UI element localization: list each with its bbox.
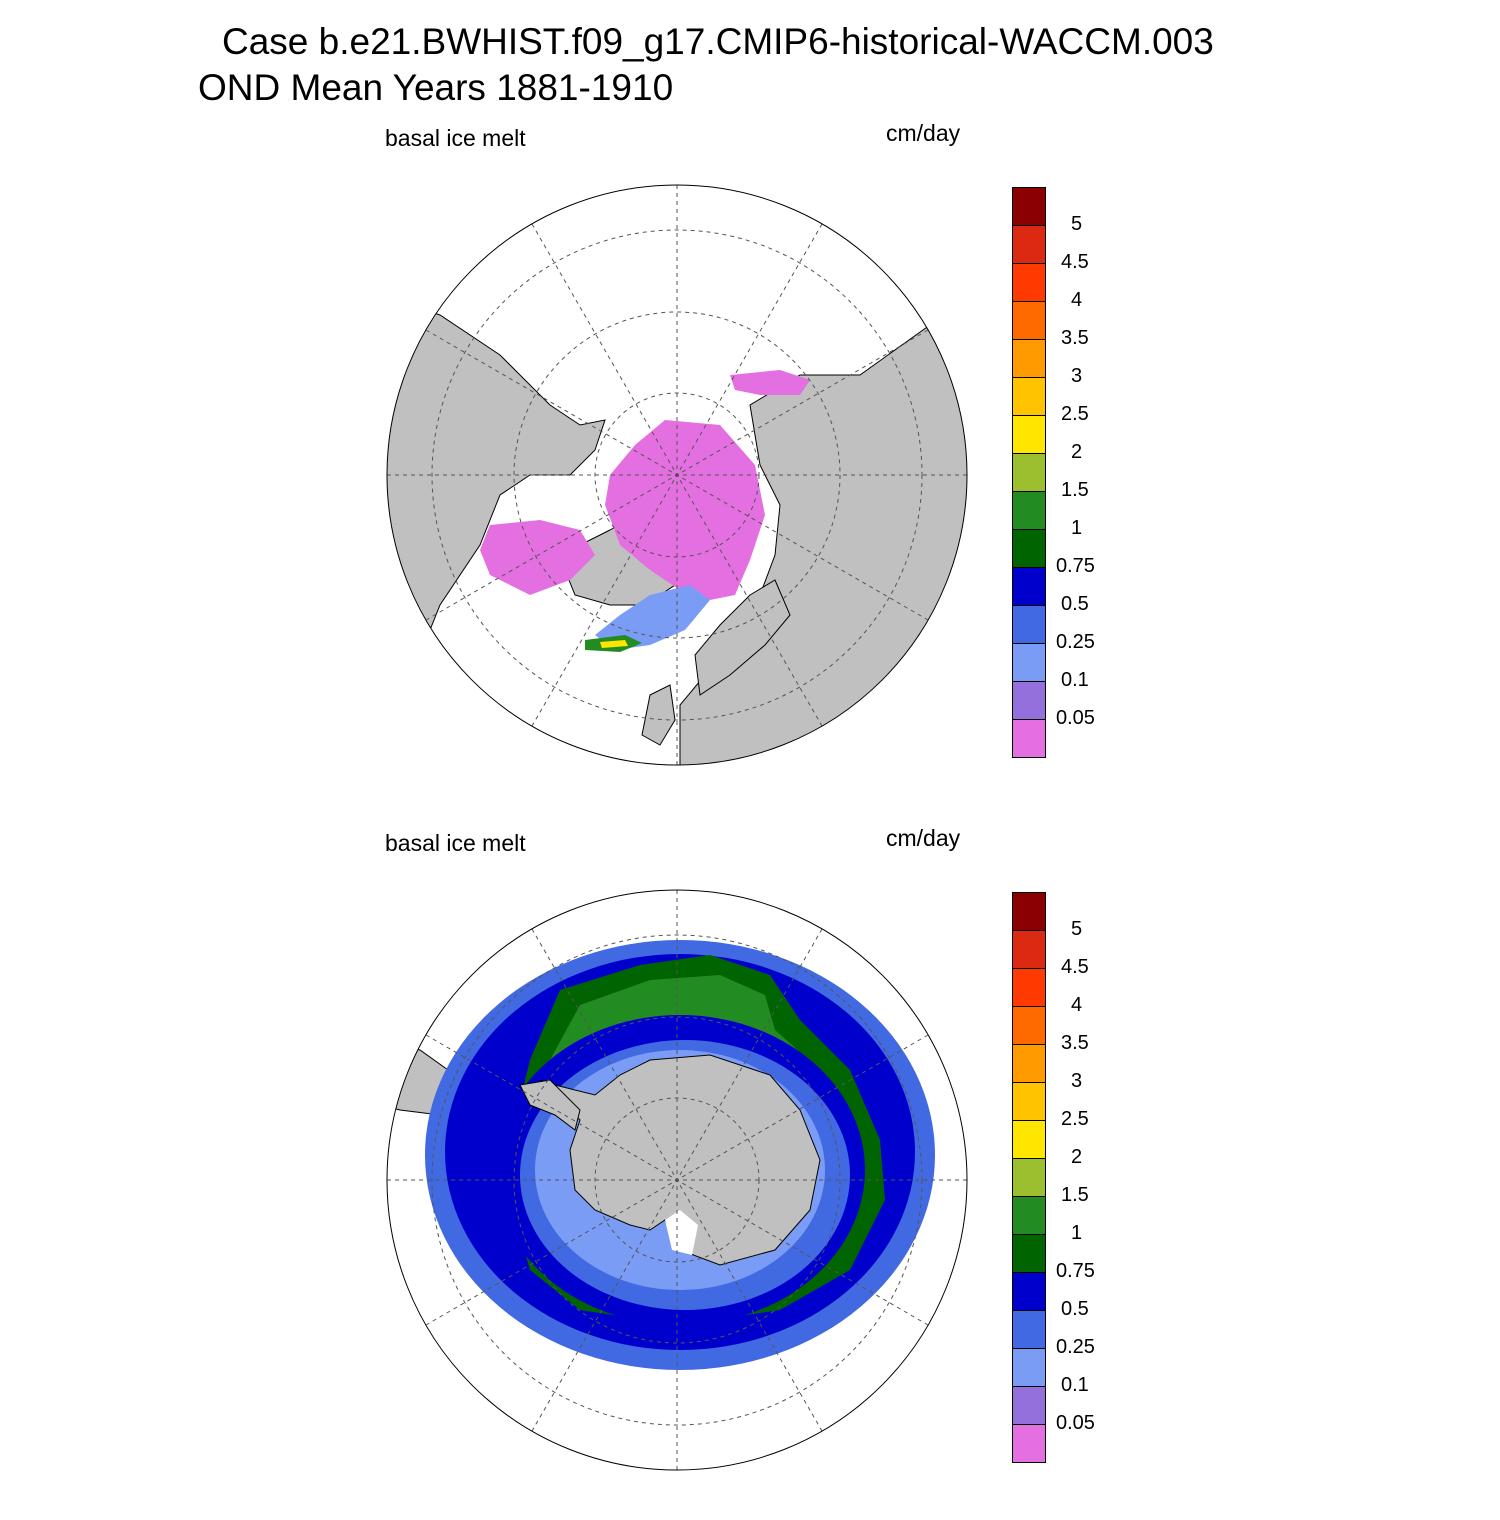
colorbar-label: 1 (1071, 517, 1083, 539)
colorbar-label: 4 (1071, 289, 1083, 311)
melt-streak-core (600, 640, 628, 648)
colorbar-swatch (1012, 567, 1046, 605)
colorbar-swatch (1012, 453, 1046, 491)
colorbar-label: 0.05 (1056, 707, 1095, 729)
colorbar-swatch (1012, 681, 1046, 719)
colorbar-swatch (1012, 605, 1046, 643)
colorbar-swatch (1012, 1424, 1046, 1463)
colorbar-swatch (1012, 225, 1046, 263)
north-polar-map (386, 184, 968, 766)
colorbar-swatch (1012, 1044, 1046, 1082)
colorbar-label: 0.25 (1056, 1336, 1095, 1358)
colorbar-label: 1.5 (1061, 479, 1089, 501)
units-label: cm/day (886, 825, 961, 851)
colorbar-swatch (1012, 339, 1046, 377)
colorbar-swatch (1012, 1196, 1046, 1234)
colorbar-label: 0.1 (1061, 1374, 1089, 1396)
figure-title-line2: OND Mean Years 1881-1910 (198, 67, 674, 108)
colorbar-swatch (1012, 1234, 1046, 1272)
colorbar-label: 3 (1071, 365, 1083, 387)
colorbar-label: 0.25 (1056, 631, 1095, 653)
map-border (386, 184, 968, 766)
colorbar-swatch (1012, 529, 1046, 567)
colorbar-swatch (1012, 377, 1046, 415)
land-antarctic-peninsula (519, 1079, 581, 1131)
colorbar-label: 0.5 (1061, 1298, 1089, 1320)
colorbar-label: 3 (1071, 1070, 1083, 1092)
colorbar-swatch (1012, 1120, 1046, 1158)
colorbar-swatch (1012, 187, 1046, 225)
ross-ice-shelf (665, 1210, 698, 1255)
colorbar-swatch (1012, 1348, 1046, 1386)
figure-title-line1: Case b.e21.BWHIST.f09_g17.CMIP6-historic… (222, 21, 1214, 62)
colorbar-label: 4.5 (1061, 956, 1089, 978)
colorbar-swatch (1012, 1310, 1046, 1348)
colorbar-label: 0.5 (1061, 593, 1089, 615)
panel-south: basal ice melt cm/day (0, 820, 1500, 1520)
panel-north: basal ice melt cm/day (0, 115, 1500, 815)
colorbar-label: 5 (1071, 213, 1083, 235)
colorbar-label: 3.5 (1061, 327, 1089, 349)
colorbar-label: 2 (1071, 1146, 1083, 1168)
colorbar-swatch (1012, 415, 1046, 453)
colorbar-swatch (1012, 930, 1046, 968)
colorbar-swatch (1012, 719, 1046, 758)
colorbar-label: 0.75 (1056, 555, 1095, 577)
colorbar-swatch (1012, 263, 1046, 301)
colorbar-label: 4.5 (1061, 251, 1089, 273)
variable-label: basal ice melt (385, 830, 526, 856)
graticule (387, 890, 967, 1470)
colorbar-swatch (1012, 643, 1046, 681)
colorbar-swatch (1012, 892, 1046, 930)
units-label: cm/day (886, 120, 961, 146)
map-border (386, 889, 968, 1471)
colorbar-label: 2.5 (1061, 1108, 1089, 1130)
colorbar-label: 2 (1071, 441, 1083, 463)
sea-ice-arctic (605, 420, 765, 600)
colorbar-swatch (1012, 1158, 1046, 1196)
colorbar-swatch (1012, 1006, 1046, 1044)
colorbar-label: 2.5 (1061, 403, 1089, 425)
colorbar-label: 4 (1071, 994, 1083, 1016)
colorbar-label: 0.05 (1056, 1412, 1095, 1434)
land-uk (641, 684, 676, 746)
land-scandinavia (694, 579, 791, 696)
colorbar-label: 0.1 (1061, 669, 1089, 691)
colorbar-swatch (1012, 1386, 1046, 1424)
colorbar-label: 1.5 (1061, 1184, 1089, 1206)
colorbar-label: 0.75 (1056, 1260, 1095, 1282)
colorbar-label: 1 (1071, 1222, 1083, 1244)
sea-ice-barents (595, 585, 710, 650)
colorbar-label: 3.5 (1061, 1032, 1089, 1054)
graticule (387, 185, 967, 765)
colorbar-swatch (1012, 1082, 1046, 1120)
colorbar-swatch (1012, 1272, 1046, 1310)
sea-ice-okhotsk (730, 370, 810, 395)
variable-label: basal ice melt (385, 125, 526, 151)
colorbar-label: 5 (1071, 918, 1083, 940)
colorbar-swatch (1012, 968, 1046, 1006)
colorbar-swatch (1012, 491, 1046, 529)
south-polar-map (386, 889, 968, 1471)
colorbar-swatch (1012, 301, 1046, 339)
